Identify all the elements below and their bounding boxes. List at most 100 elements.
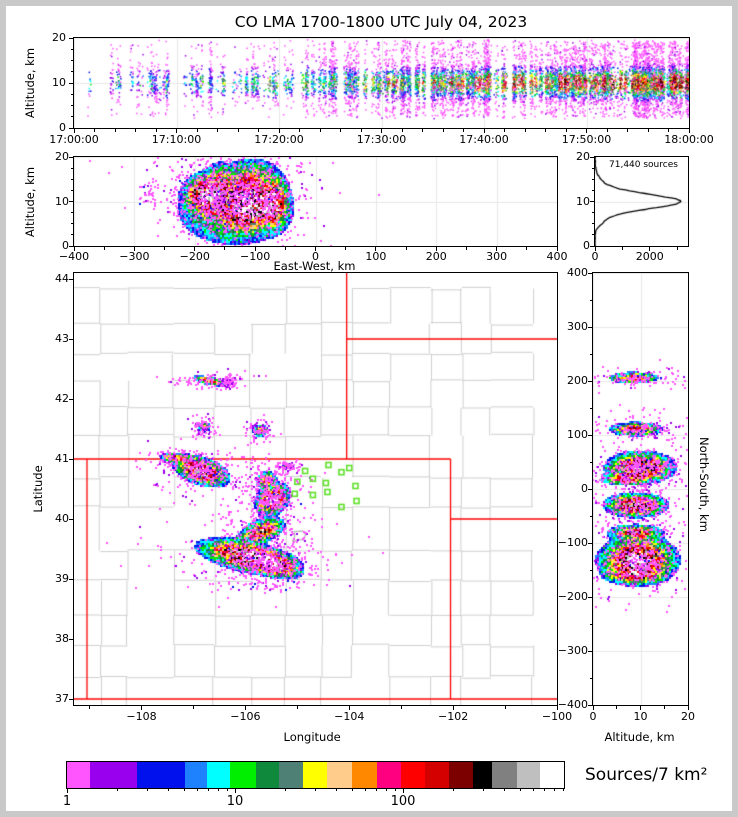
x-tick-label: 200: [425, 250, 447, 263]
y-tick-label: 42: [55, 392, 69, 405]
colorbar-minor-tick: [562, 788, 564, 791]
x-tick-label: −104: [334, 710, 365, 723]
axis-tick: [69, 398, 73, 400]
x-tick-label: 0: [589, 710, 597, 723]
axis-tick: [244, 706, 246, 710]
axis-tick: [621, 247, 623, 250]
x-tick-label: 2000: [635, 250, 664, 263]
source-count-annotation: 71,440 sources: [609, 160, 678, 170]
axis-tick: [70, 223, 73, 225]
axis-tick: [588, 542, 592, 544]
axis-tick: [217, 129, 218, 132]
axis-tick: [668, 129, 669, 132]
axis-tick: [400, 706, 402, 709]
y-tick-label: 43: [55, 332, 69, 345]
axis-tick: [69, 638, 73, 640]
colorbar-segment: [517, 762, 540, 788]
axis-tick: [315, 247, 316, 251]
axis-tick: [176, 129, 177, 133]
colorbar-segment: [492, 762, 517, 788]
colorbar-minor-tick: [386, 788, 388, 791]
axis-tick: [278, 129, 280, 133]
axis-tick: [616, 706, 618, 709]
axis-tick: [196, 129, 198, 132]
y-tick-label: 10: [55, 194, 69, 208]
colorbar-tick-label: 10: [226, 794, 244, 809]
y-tick-label: 40: [55, 512, 69, 525]
axis-tick: [627, 129, 628, 132]
axis-tick: [589, 515, 592, 517]
colorbar-minor-tick: [285, 788, 287, 791]
axis-tick: [463, 129, 464, 132]
colorbar-segment: [425, 762, 449, 788]
axis-tick: [545, 129, 546, 132]
colorbar-segment: [473, 762, 492, 788]
axis-tick: [588, 704, 592, 706]
axis-tick: [319, 129, 321, 132]
axis-tick: [591, 223, 594, 225]
axis-tick: [591, 234, 594, 236]
axis-tick: [589, 353, 592, 355]
axis-tick: [69, 245, 73, 247]
colorbar: [66, 761, 565, 789]
axis-tick: [348, 706, 350, 710]
y-tick-label: 10: [52, 76, 66, 89]
axis-tick: [69, 458, 73, 460]
x-tick-label: −106: [230, 710, 261, 723]
axis-tick: [70, 116, 73, 118]
axis-tick: [556, 247, 558, 251]
axis-tick: [588, 434, 592, 436]
colorbar-tick: [402, 788, 404, 793]
colorbar-minor-tick: [226, 788, 228, 791]
x-tick-label: 17:50:00: [561, 133, 612, 146]
time-altitude-canvas: [74, 38, 689, 128]
y-tick-label: 38: [55, 632, 69, 645]
axis-tick: [69, 37, 73, 39]
axis-tick: [94, 129, 95, 132]
colorbar-minor-tick: [197, 788, 199, 791]
axis-tick: [588, 596, 592, 598]
north-south-ylabel: North-South, km: [697, 437, 711, 532]
colorbar-minor-tick: [218, 788, 220, 791]
axis-tick: [465, 247, 467, 250]
axis-tick: [452, 706, 454, 710]
colorbar-minor-tick: [167, 788, 169, 791]
axis-tick: [224, 247, 226, 250]
altitude-histogram-canvas: [595, 157, 688, 246]
axis-tick: [284, 247, 286, 250]
colorbar-segment: [279, 762, 303, 788]
y-tick-label: 10: [576, 194, 590, 208]
colorbar-minor-tick: [482, 788, 484, 791]
x-tick-label: 17:40:00: [459, 133, 509, 146]
y-tick-label: 41: [55, 452, 69, 465]
axis-tick: [69, 578, 73, 580]
colorbar-segment: [67, 762, 90, 788]
axis-tick: [69, 338, 73, 340]
axis-tick: [556, 706, 558, 710]
x-tick-label: 100: [365, 250, 387, 263]
x-tick-label: 17:00:00: [49, 133, 99, 146]
axis-tick: [258, 129, 259, 132]
colorbar-minor-tick: [117, 788, 119, 791]
axis-tick: [649, 247, 651, 251]
axis-tick: [401, 129, 403, 132]
figure-title: CO LMA 1700-1800 UTC July 04, 2023: [234, 13, 528, 31]
axis-tick: [69, 156, 73, 158]
axis-tick: [589, 299, 592, 301]
axis-tick: [103, 247, 105, 250]
axis-tick: [483, 129, 485, 133]
axis-tick: [588, 326, 592, 328]
axis-tick: [133, 247, 135, 251]
axis-tick: [591, 189, 594, 191]
axis-tick: [565, 129, 567, 132]
axis-tick: [676, 247, 678, 250]
colorbar-tick: [234, 788, 236, 793]
axis-tick: [70, 93, 73, 95]
axis-tick: [442, 129, 444, 132]
axis-tick: [237, 129, 239, 132]
axis-tick: [647, 129, 649, 132]
colorbar-segment: [185, 762, 207, 788]
y-tick-label: −300: [557, 644, 588, 657]
axis-tick: [589, 623, 592, 625]
colorbar-minor-tick: [376, 788, 378, 791]
